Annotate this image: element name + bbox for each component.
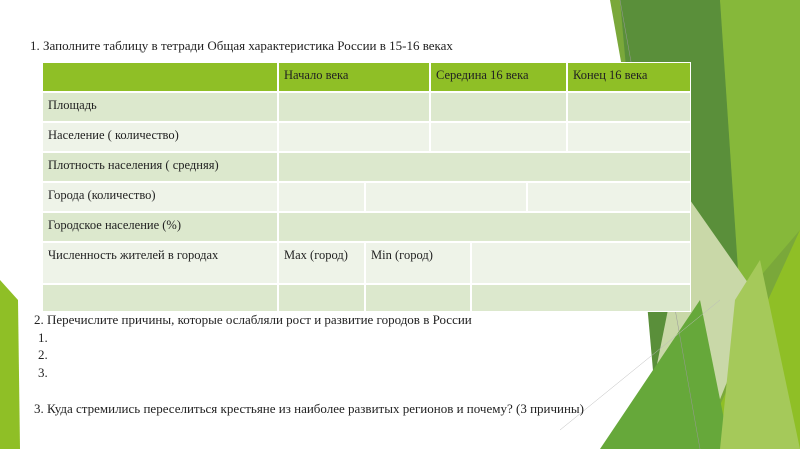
table-cell[interactable] <box>527 182 691 212</box>
table-cell[interactable] <box>278 92 430 122</box>
table-cell[interactable] <box>471 242 691 284</box>
header-end-16th-century: Конец 16 века <box>567 62 691 92</box>
table-cell[interactable] <box>365 284 471 312</box>
table-cell[interactable] <box>567 92 691 122</box>
task-3-text: 3. Куда стремились переселиться крестьян… <box>34 401 584 416</box>
table-cell[interactable] <box>42 284 278 312</box>
table-cell[interactable] <box>278 212 691 242</box>
task-2-text: 2. Перечислите причины, которые ослаблял… <box>34 312 472 327</box>
table-cell[interactable] <box>365 182 527 212</box>
table-cell[interactable] <box>430 92 567 122</box>
min-city-cell[interactable]: Min (город) <box>365 242 471 284</box>
row-label-area: Площадь <box>42 92 278 122</box>
task-1-text: 1. Заполните таблицу в тетради Общая хар… <box>30 38 453 53</box>
header-start-of-century: Начало века <box>278 62 430 92</box>
task-2-item-2: 2. <box>38 347 48 362</box>
row-label-urban-population: Городское население (%) <box>42 212 278 242</box>
table-cell[interactable] <box>567 122 691 152</box>
table-cell[interactable] <box>430 122 567 152</box>
row-label-cities-count: Города (количество) <box>42 182 278 212</box>
header-mid-16th-century: Середина 16 века <box>430 62 567 92</box>
task-2-item-1: 1. <box>38 330 48 345</box>
row-label-density: Плотность населения ( средняя) <box>42 152 278 182</box>
table-cell[interactable] <box>278 122 430 152</box>
header-cell-empty <box>42 62 278 92</box>
table-cell[interactable] <box>471 284 691 312</box>
table-cell[interactable] <box>278 182 365 212</box>
row-label-population: Население ( количество) <box>42 122 278 152</box>
table-cell[interactable] <box>278 152 691 182</box>
row-label-city-residents: Численность жителей в городах <box>42 242 278 284</box>
task-2-item-3: 3. <box>38 365 48 380</box>
max-city-cell[interactable]: Max (город) <box>278 242 365 284</box>
table-cell[interactable] <box>278 284 365 312</box>
